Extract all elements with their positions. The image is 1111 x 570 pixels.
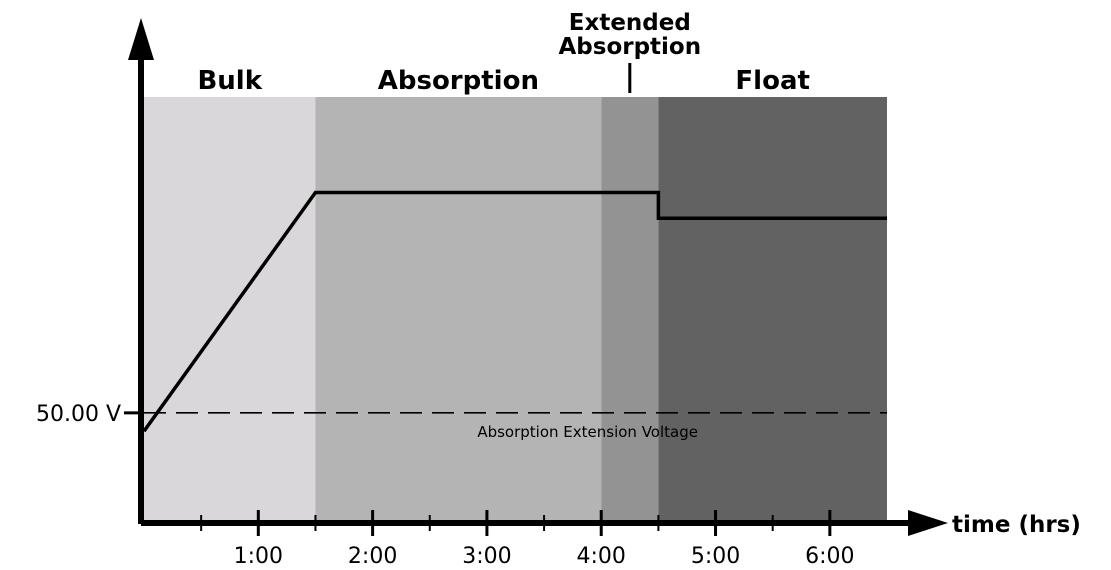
x-tick-label: 5:00	[691, 544, 740, 569]
x-axis-title: time (hrs)	[952, 512, 1081, 538]
series-line-1	[142, 190, 887, 433]
x-tick-label: 4:00	[577, 544, 626, 569]
x-tick-label: 1:00	[234, 544, 283, 569]
phase-band-absorption	[315, 97, 602, 523]
reference-line-label: Absorption Extension Voltage	[477, 423, 698, 441]
phase-label-extended-absorption: Extended Absorption	[558, 10, 701, 60]
axes: time (hrs)	[128, 18, 1081, 538]
reference-lines: 50.00 V Absorption Extension Voltage	[36, 402, 887, 441]
phase-label-float: Float	[735, 66, 810, 96]
reference-value-label: 50.00 V	[36, 402, 121, 427]
x-tick-label: 2:00	[348, 544, 397, 569]
x-tick-label: 6:00	[805, 544, 854, 569]
phase-band-float	[658, 97, 887, 523]
x-axis-arrowhead	[908, 510, 948, 536]
phase-label-bulk: Bulk	[197, 66, 262, 96]
y-axis-arrowhead	[128, 18, 154, 60]
phase-band-extended-absorption	[601, 97, 659, 523]
phase-label-absorption: Absorption	[378, 66, 539, 96]
phase-bands	[144, 97, 887, 523]
x-tick-label: 3:00	[462, 544, 511, 569]
x-ticks: 1:00 2:00 3:00 4:00 5:00 6:00	[200, 510, 855, 569]
phase-labels: Bulk Absorption Extended Absorption Float	[197, 10, 809, 96]
series-lines	[142, 190, 887, 433]
